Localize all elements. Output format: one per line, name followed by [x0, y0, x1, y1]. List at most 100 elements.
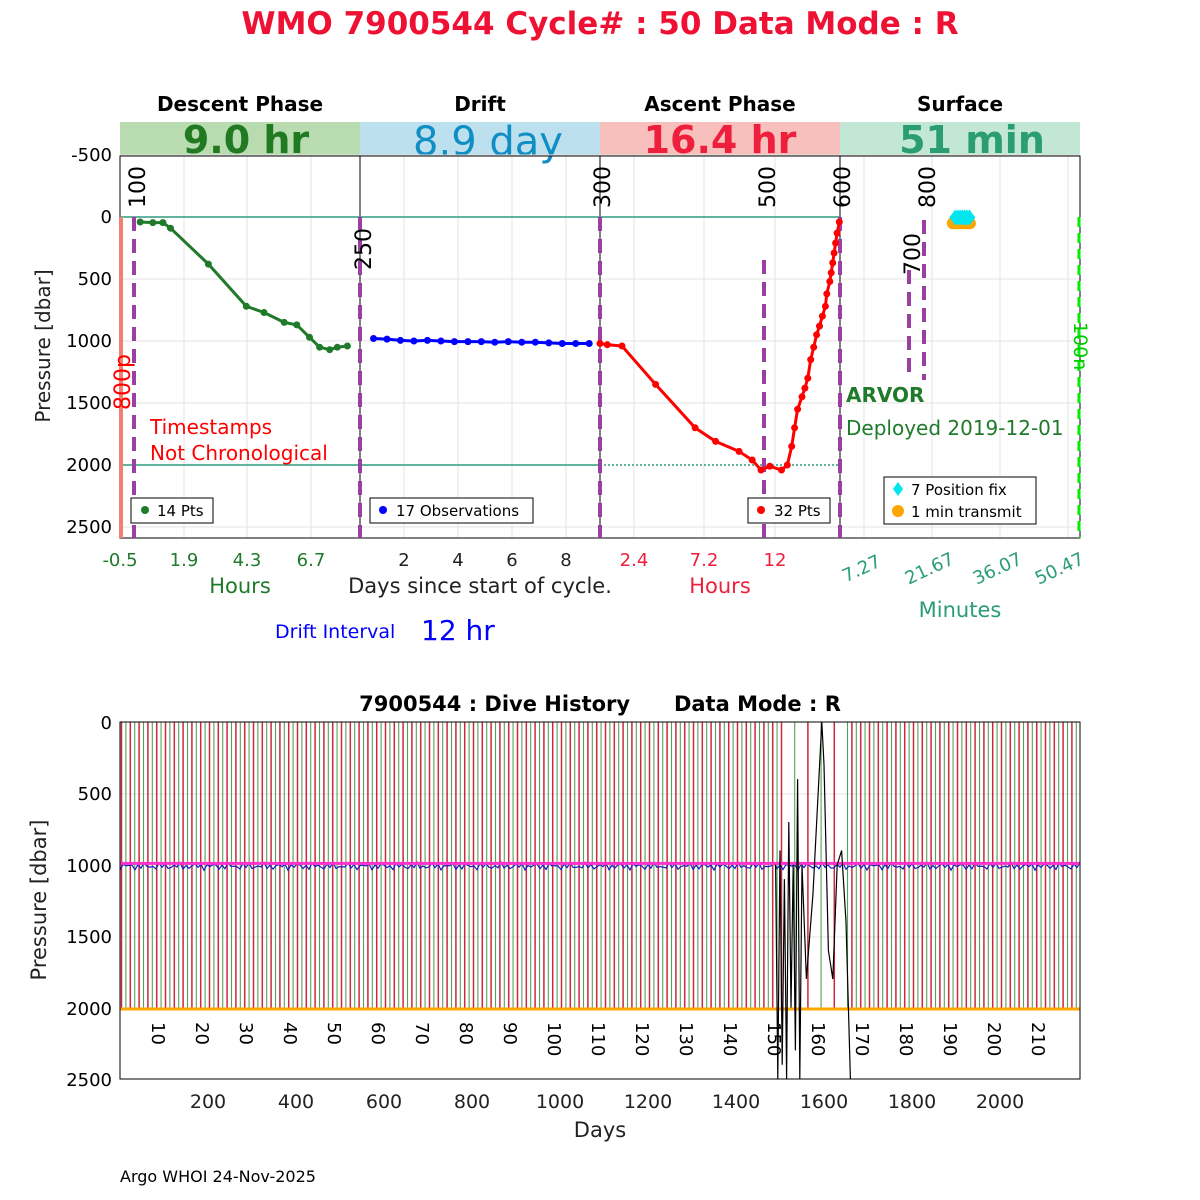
marker-500: 500	[756, 166, 781, 208]
drift-point	[558, 340, 566, 347]
ascent-point	[826, 278, 834, 285]
drift-point	[572, 340, 580, 347]
top-ytick: 2000	[66, 455, 112, 476]
drift-legend: 17 Observations	[369, 497, 534, 524]
drift-point	[450, 338, 458, 346]
top-ytick: 0	[101, 207, 112, 228]
cycle-number-label: 140	[719, 1022, 740, 1056]
descent-line	[140, 220, 348, 352]
descent-point	[306, 333, 313, 341]
cycle-number-label: 190	[939, 1022, 960, 1056]
ascent-series	[596, 218, 843, 474]
cycle-number-label: 90	[499, 1022, 520, 1045]
position-fix-legend-marker	[893, 482, 903, 496]
ascent-point	[821, 302, 829, 310]
drift-point	[464, 338, 472, 346]
ascent-point	[794, 405, 802, 413]
drift-legend-text: 17 Observations	[396, 502, 519, 520]
ascent-point	[830, 249, 838, 257]
history-frame	[119, 721, 1081, 1080]
cycle-number-label: 160	[807, 1022, 828, 1056]
descent-point	[333, 343, 341, 351]
top-ytick: 1000	[66, 331, 112, 352]
descent-legend-marker	[141, 506, 149, 514]
ascent-point	[801, 384, 809, 392]
drift-point	[423, 336, 431, 344]
drift-xtick: 6	[506, 550, 517, 571]
marker-800: 800	[916, 166, 941, 208]
drift-heading: Drift	[454, 92, 506, 116]
cycle-number-label: 130	[675, 1022, 696, 1056]
history-x-axis-label: Days	[574, 1118, 626, 1142]
surface-series	[946, 209, 976, 230]
cycle-number-label: 20	[191, 1022, 212, 1045]
descent-x-ticks: -0.5 1.9 4.3 6.7	[102, 550, 325, 571]
ascent-point	[788, 442, 796, 450]
ascent-point	[603, 341, 611, 349]
ascent-point	[818, 312, 826, 320]
position-fix-point	[963, 209, 976, 226]
surface-x-label: Minutes	[919, 598, 1002, 622]
cycle-number-label: 100	[543, 1022, 564, 1056]
drift-point	[396, 336, 404, 344]
descent-legend-text: 14 Pts	[157, 502, 204, 520]
history-xtick: 1400	[712, 1091, 760, 1113]
ascent-point	[783, 461, 791, 469]
history-xtick: 200	[190, 1091, 226, 1113]
surface-xtick: 21.67	[902, 549, 958, 590]
surface-x-ticks: 7.27 21.67 36.07 50.47	[839, 549, 1087, 590]
drift-point	[410, 337, 418, 345]
history-xtick: 1600	[800, 1091, 848, 1113]
surface-duration-band	[840, 122, 1080, 156]
cycle-number-label: 170	[851, 1022, 872, 1056]
cycle-number-label: 210	[1027, 1022, 1048, 1056]
ascent-point	[807, 356, 815, 364]
history-overlay	[119, 721, 1081, 1080]
descent-xtick: -0.5	[102, 550, 137, 571]
cycle-number-label: 80	[455, 1022, 476, 1045]
ascent-heading: Ascent Phase	[644, 92, 795, 116]
drift-point	[504, 338, 512, 346]
descent-heading: Descent Phase	[157, 92, 323, 116]
top-ytick: 2500	[66, 517, 112, 538]
drift-legend-marker	[379, 506, 387, 514]
history-ytick: 2500	[66, 1070, 112, 1091]
cycle-number-label: 10	[147, 1022, 168, 1045]
phase-marker-lines	[132, 217, 926, 538]
timestamps-note-line1: Timestamps	[149, 415, 272, 439]
history-ytick: 2000	[66, 999, 112, 1020]
ascent-point	[798, 393, 806, 401]
history-y-ticks: 0 500 1000 1500 2000 2500	[66, 713, 112, 1091]
ascent-xtick: 7.2	[690, 550, 719, 571]
descent-point	[293, 321, 301, 329]
cycle-number-label: 30	[235, 1022, 256, 1045]
top-ytick: 1500	[66, 393, 112, 414]
drift-series	[370, 335, 593, 347]
drift-point	[531, 338, 539, 346]
ascent-legend-text: 32 Pts	[774, 502, 821, 520]
drift-point	[491, 338, 499, 346]
top-y-axis-label: Pressure [dbar]	[31, 269, 55, 422]
surface-xtick: 50.47	[1032, 549, 1088, 590]
cycle-number-label: 50	[323, 1022, 344, 1045]
cycle-number-label: 110	[587, 1022, 608, 1056]
cycle-number-label: 70	[411, 1022, 432, 1045]
transmit-legend-marker	[892, 505, 904, 517]
drift-point	[518, 338, 526, 346]
descent-point	[204, 260, 212, 268]
ascent-point	[835, 218, 843, 226]
history-title: 7900544 : Dive History Data Mode : R	[359, 692, 841, 716]
drift-point	[370, 335, 377, 342]
cycle-number-label: 60	[367, 1022, 388, 1045]
top-y-ticks: -500 0 500 1000 1500 2000 2500	[66, 145, 112, 538]
ascent-point	[748, 456, 756, 464]
descent-point	[280, 318, 288, 326]
marker-100n: 100n	[1069, 322, 1091, 370]
deployed-date: Deployed 2019-12-01	[846, 416, 1064, 440]
history-cycle-labels: 10 20 30 40 50 60 70 80 90 100 110 120 130 140 150 160 1…	[147, 1022, 1048, 1056]
ascent-point	[804, 374, 812, 382]
history-xtick: 1200	[624, 1091, 672, 1113]
surface-legend: 7 Position fix 1 min transmit	[883, 476, 1037, 525]
descent-xtick: 6.7	[297, 550, 326, 571]
